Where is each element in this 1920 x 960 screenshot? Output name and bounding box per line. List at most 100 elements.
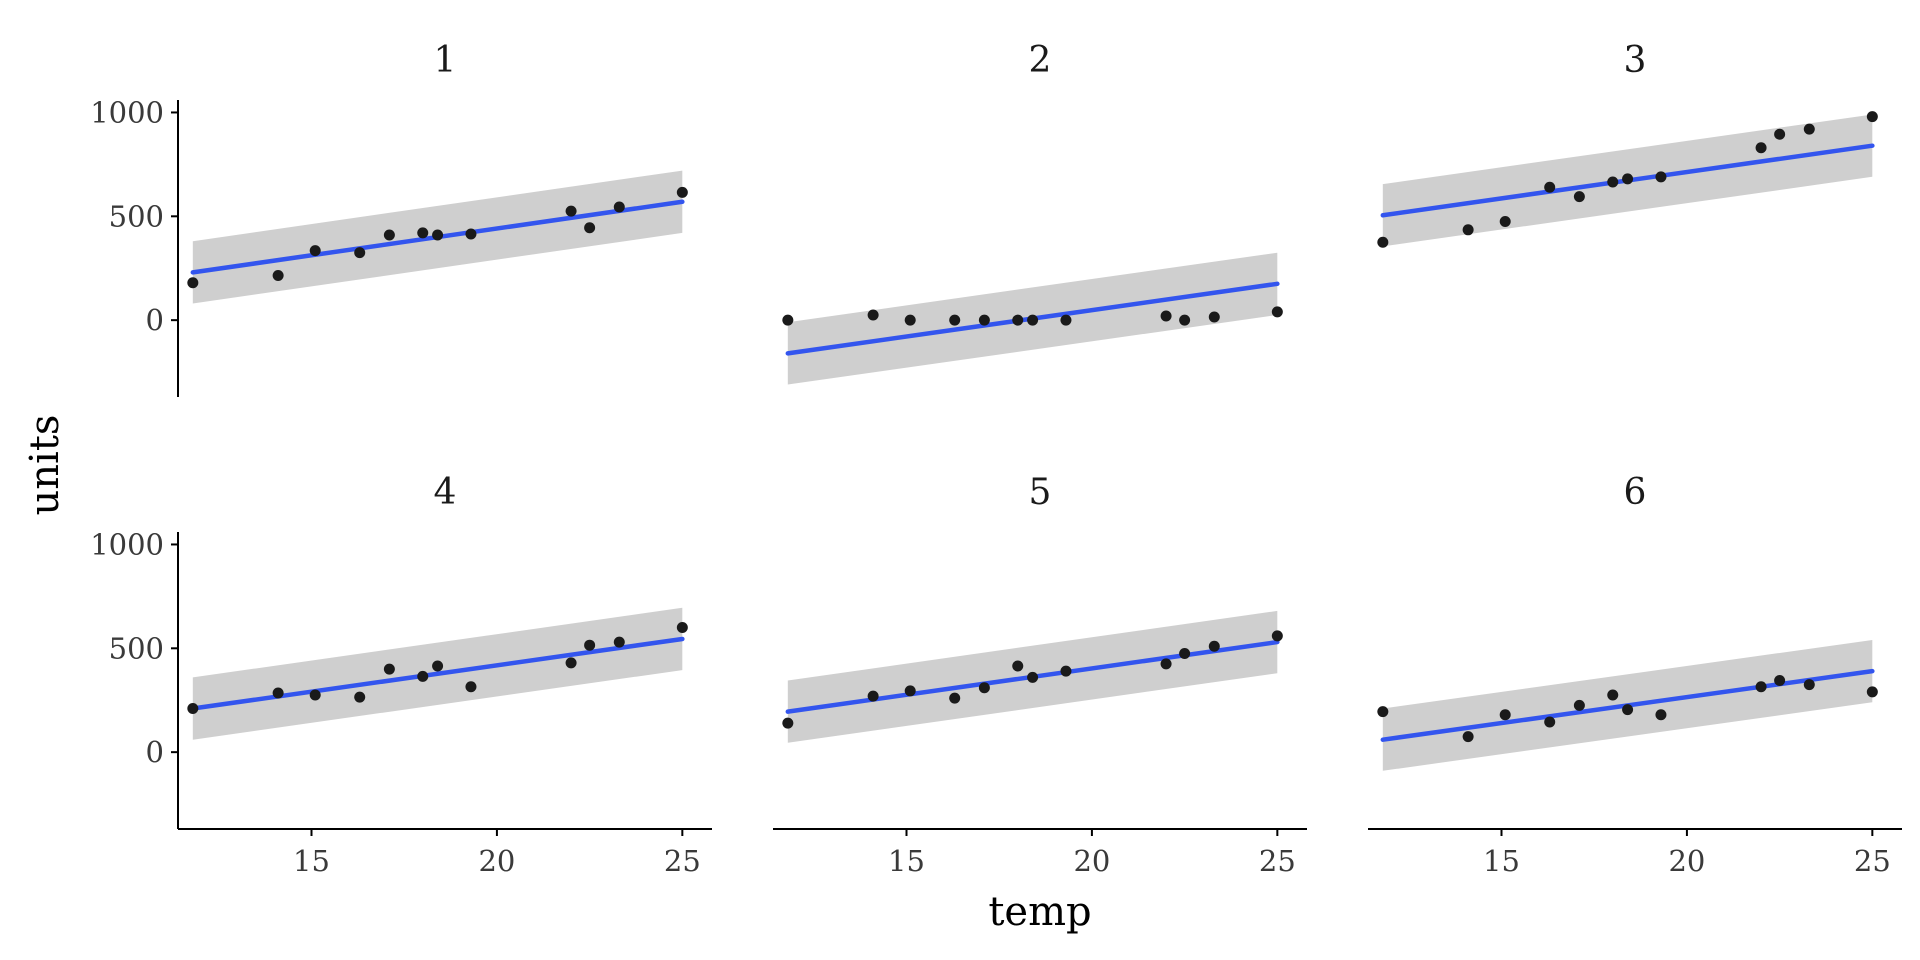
x-tick-label: 15 bbox=[1483, 844, 1520, 878]
data-point bbox=[867, 309, 879, 321]
data-point bbox=[1544, 716, 1556, 728]
data-point bbox=[1027, 314, 1039, 326]
y-axis-title: units bbox=[22, 415, 68, 516]
data-point bbox=[1179, 314, 1191, 326]
panel-3: 3 bbox=[1377, 40, 1878, 248]
data-point bbox=[1271, 630, 1283, 642]
panel-2: 2 bbox=[782, 40, 1283, 385]
data-point bbox=[565, 205, 577, 217]
data-point bbox=[1866, 111, 1878, 123]
data-point bbox=[383, 229, 395, 241]
data-point bbox=[417, 670, 429, 682]
data-point bbox=[1774, 128, 1786, 140]
data-point bbox=[676, 622, 688, 634]
y-tick-label: 500 bbox=[109, 199, 164, 233]
data-point bbox=[904, 314, 916, 326]
data-point bbox=[1573, 191, 1585, 203]
data-point bbox=[1179, 648, 1191, 659]
panel-title: 5 bbox=[1029, 472, 1052, 513]
data-point bbox=[1012, 314, 1024, 326]
panel-title: 4 bbox=[434, 472, 457, 513]
data-point bbox=[1655, 171, 1667, 183]
data-point bbox=[1774, 675, 1786, 686]
data-point bbox=[949, 692, 961, 704]
data-point bbox=[1060, 665, 1072, 677]
panel-4: 4 0 500 1000 15 20 25 bbox=[90, 472, 712, 878]
x-tick-label: 20 bbox=[1668, 844, 1705, 878]
data-point bbox=[1622, 173, 1634, 185]
data-point bbox=[1271, 306, 1283, 318]
data-point bbox=[1866, 686, 1878, 698]
data-point bbox=[432, 660, 444, 672]
data-point bbox=[417, 227, 429, 239]
data-point bbox=[383, 663, 395, 675]
data-point bbox=[1755, 681, 1767, 693]
panel-1: 1 0 500 1000 bbox=[90, 40, 688, 397]
data-point bbox=[354, 247, 366, 259]
data-point bbox=[1573, 699, 1585, 711]
x-tick-label: 15 bbox=[888, 844, 925, 878]
panel-title: 1 bbox=[434, 40, 457, 81]
data-point bbox=[782, 314, 794, 326]
x-tick-label: 25 bbox=[664, 844, 701, 878]
data-point bbox=[1755, 142, 1767, 154]
panel-title: 3 bbox=[1624, 40, 1647, 81]
data-point bbox=[867, 690, 879, 702]
data-point bbox=[782, 717, 794, 729]
x-tick-label: 25 bbox=[1854, 844, 1891, 878]
y-tick-label: 1000 bbox=[90, 95, 164, 129]
data-point bbox=[1012, 660, 1024, 672]
data-point bbox=[1462, 224, 1474, 236]
x-tick-label: 15 bbox=[293, 844, 330, 878]
x-tick-label: 25 bbox=[1259, 844, 1296, 878]
data-point bbox=[1655, 709, 1667, 721]
data-point bbox=[1462, 731, 1474, 743]
x-tick-label: 20 bbox=[478, 844, 515, 878]
data-point bbox=[272, 687, 284, 699]
data-point bbox=[1027, 671, 1039, 683]
data-point bbox=[432, 229, 444, 241]
data-point bbox=[676, 186, 688, 198]
data-point bbox=[613, 201, 625, 213]
panel-title: 6 bbox=[1624, 472, 1647, 513]
data-point bbox=[187, 703, 199, 715]
data-point bbox=[272, 270, 284, 281]
data-point bbox=[1160, 310, 1172, 322]
data-point bbox=[1499, 216, 1511, 227]
data-point bbox=[1208, 311, 1220, 323]
data-point bbox=[187, 277, 199, 289]
data-point bbox=[1160, 658, 1172, 670]
data-point bbox=[309, 245, 321, 257]
data-point bbox=[1803, 679, 1815, 691]
x-tick-label: 20 bbox=[1073, 844, 1110, 878]
data-point bbox=[1499, 709, 1511, 721]
data-point bbox=[465, 228, 477, 240]
data-point bbox=[1607, 176, 1619, 188]
y-tick-label: 1000 bbox=[90, 527, 164, 561]
data-point bbox=[1544, 181, 1556, 193]
data-point bbox=[309, 689, 321, 701]
data-point bbox=[565, 657, 577, 669]
data-point bbox=[1060, 314, 1072, 326]
facet-panels: 1 0 500 1000 2 3 4 0 500 1000 15 20 25 5 15 20 25 6 15 20 25 bbox=[90, 40, 1902, 878]
panel-5: 5 15 20 25 bbox=[773, 472, 1307, 878]
data-point bbox=[1377, 236, 1389, 248]
data-point bbox=[613, 636, 625, 648]
panel-6: 6 15 20 25 bbox=[1368, 472, 1902, 878]
data-point bbox=[949, 314, 961, 326]
data-point bbox=[1377, 706, 1389, 718]
data-point bbox=[584, 222, 596, 234]
data-point bbox=[1607, 689, 1619, 701]
y-tick-label: 0 bbox=[146, 303, 164, 337]
data-point bbox=[1622, 704, 1634, 716]
data-point bbox=[1803, 123, 1815, 135]
data-point bbox=[354, 691, 366, 703]
data-point bbox=[904, 685, 916, 697]
x-axis-title: temp bbox=[988, 889, 1091, 935]
panel-title: 2 bbox=[1029, 40, 1052, 81]
data-point bbox=[465, 681, 477, 693]
data-point bbox=[978, 682, 990, 694]
y-tick-label: 500 bbox=[109, 631, 164, 665]
data-point bbox=[1208, 640, 1220, 652]
